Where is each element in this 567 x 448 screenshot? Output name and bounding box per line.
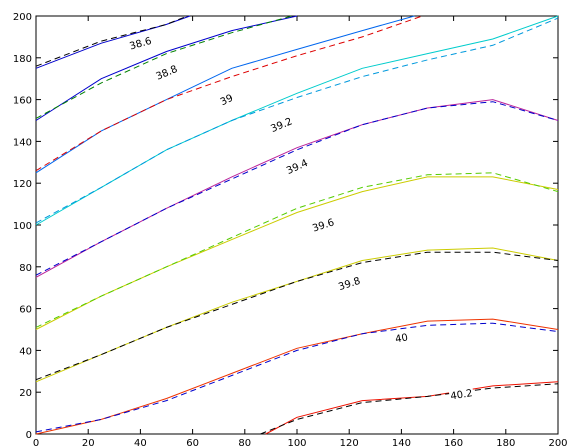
y-tick-label: 120 bbox=[13, 179, 32, 190]
y-tick-label: 140 bbox=[13, 137, 32, 148]
contour-label-bg bbox=[388, 328, 415, 346]
contour-line-40.2-solid bbox=[265, 381, 559, 435]
x-tick-label: 100 bbox=[287, 438, 306, 448]
contour-line-39-solid bbox=[35, 15, 415, 174]
contour-line-38.8-solid bbox=[35, 15, 298, 121]
contour-line-39-dashed bbox=[35, 15, 423, 172]
x-axis: 0 20 40 60 80 100 120 140 160 180 200 bbox=[33, 16, 567, 448]
contour-line-38.6-dashed bbox=[35, 15, 188, 67]
contour-line-39.8-dashed bbox=[35, 251, 559, 381]
x-tick-label: 180 bbox=[496, 438, 515, 448]
contour-label-39: 39 bbox=[212, 88, 240, 110]
contour-line-39.2-dashed bbox=[35, 17, 559, 224]
contour-line-40-dashed bbox=[35, 322, 559, 433]
contour-line-39.2-solid bbox=[35, 15, 559, 226]
contour-label-bg bbox=[309, 214, 337, 234]
y-tick-label: 0 bbox=[26, 430, 32, 441]
contour-label-bg bbox=[267, 113, 295, 134]
x-tick-label: 200 bbox=[548, 438, 567, 448]
x-tick-label: 120 bbox=[340, 438, 359, 448]
contour-line-40.2-dashed bbox=[260, 383, 559, 435]
contour-label-40: 40 bbox=[388, 328, 415, 346]
y-tick-label: 80 bbox=[19, 263, 32, 274]
x-tick-label: 80 bbox=[238, 438, 251, 448]
contour-label-bg bbox=[335, 273, 363, 292]
contour-lines bbox=[35, 15, 559, 435]
contour-label-40.2: 40.2 bbox=[448, 385, 475, 402]
contour-label-bg bbox=[212, 88, 240, 110]
y-tick-label: 20 bbox=[19, 388, 32, 399]
contour-line-38.6-solid bbox=[35, 15, 191, 69]
contour-label-text: 40.2 bbox=[450, 388, 474, 402]
contour-line-39.4-dashed bbox=[35, 101, 559, 276]
contour-label-bg bbox=[283, 155, 310, 176]
x-tick-label: 160 bbox=[444, 438, 463, 448]
x-tick-label: 60 bbox=[186, 438, 199, 448]
x-tick-label: 140 bbox=[392, 438, 411, 448]
contour-label-text: 40 bbox=[394, 332, 409, 345]
y-axis: 0 20 40 60 80 100 120 140 160 180 200 bbox=[13, 12, 558, 441]
contour-label-text: 39 bbox=[219, 93, 235, 108]
x-tick-label: 40 bbox=[134, 438, 147, 448]
contour-line-38.8-dashed bbox=[35, 15, 292, 119]
x-tick-label: 0 bbox=[33, 438, 39, 448]
contour-line-39.6-dashed bbox=[35, 172, 559, 328]
y-tick-label: 200 bbox=[13, 12, 32, 23]
y-tick-label: 100 bbox=[13, 221, 32, 232]
contour-label-bg bbox=[448, 385, 475, 402]
y-tick-label: 60 bbox=[19, 305, 32, 316]
x-tick-label: 20 bbox=[82, 438, 95, 448]
contour-line-39.4-solid bbox=[35, 99, 559, 278]
y-tick-label: 160 bbox=[13, 96, 32, 107]
contour-label-bg bbox=[152, 61, 180, 82]
plot-area bbox=[35, 15, 559, 435]
y-tick-label: 180 bbox=[13, 54, 32, 65]
contour-line-39.6-solid bbox=[35, 176, 559, 330]
y-tick-label: 40 bbox=[19, 346, 32, 357]
contour-label-bg bbox=[126, 33, 154, 52]
contour-line-40-solid bbox=[35, 318, 559, 435]
